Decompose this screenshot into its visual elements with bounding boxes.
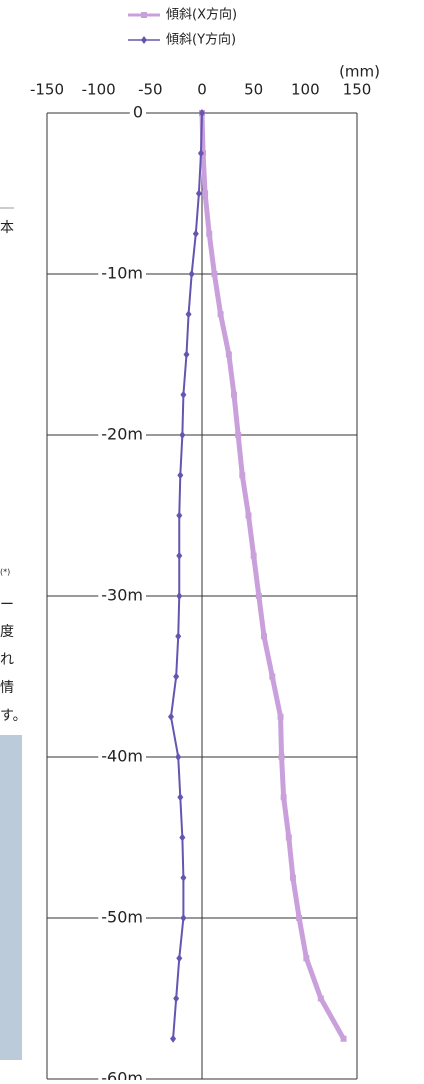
marker	[202, 190, 209, 197]
marker	[176, 551, 183, 560]
x-tick-label: 100	[291, 81, 320, 99]
marker	[231, 391, 238, 398]
marker	[285, 834, 292, 841]
legend-marker	[141, 36, 147, 44]
marker	[245, 512, 252, 519]
marker	[177, 471, 184, 480]
side-text: 度	[0, 624, 14, 640]
marker	[289, 874, 296, 881]
x-tick-label: 50	[244, 81, 263, 99]
label-bg	[98, 585, 146, 605]
x-tick-label: -150	[30, 81, 64, 99]
label-bg	[98, 746, 146, 766]
side-text: (*)	[0, 568, 10, 577]
marker	[173, 994, 180, 1003]
marker	[195, 189, 202, 198]
marker	[269, 673, 276, 680]
marker	[180, 914, 187, 922]
side-text: れ	[0, 652, 14, 668]
label-bg	[98, 424, 146, 444]
marker	[168, 712, 174, 721]
label-bg	[98, 263, 146, 283]
marker	[188, 270, 195, 278]
legend-marker	[141, 12, 147, 18]
marker	[239, 472, 246, 479]
marker	[206, 230, 213, 237]
marker	[235, 432, 242, 438]
marker	[185, 310, 192, 319]
side-text: 情	[0, 680, 14, 696]
marker	[175, 753, 182, 761]
y-tick-label: -60m	[101, 1069, 143, 1081]
marker	[225, 351, 232, 358]
marker	[317, 995, 324, 1002]
marker	[173, 672, 180, 681]
marker	[197, 149, 204, 158]
label-bg	[129, 102, 146, 122]
marker	[180, 873, 187, 882]
label-bg	[98, 907, 146, 927]
marker	[217, 311, 224, 318]
x-tick-label: -100	[82, 81, 116, 99]
marker	[175, 632, 182, 641]
marker	[211, 271, 218, 277]
marker	[261, 633, 267, 640]
x-tick-label: -50	[138, 81, 163, 99]
y-tick-label: -50m	[101, 908, 143, 927]
x-tick-label: 0	[197, 81, 207, 99]
marker	[250, 552, 257, 559]
marker	[183, 350, 190, 359]
marker	[176, 511, 183, 520]
y-tick-label: -20m	[101, 425, 143, 444]
marker	[179, 833, 186, 842]
marker	[280, 794, 287, 801]
marker	[303, 955, 310, 962]
marker	[278, 754, 285, 760]
y-tick-label: 0	[133, 103, 143, 122]
marker	[192, 229, 199, 238]
marker	[277, 713, 284, 720]
x-tick-label: 150	[343, 81, 372, 99]
marker	[296, 915, 303, 921]
marker	[170, 1034, 177, 1043]
series-line	[199, 112, 346, 1040]
side-text: 本	[0, 220, 14, 236]
marker	[340, 1035, 347, 1042]
marker	[179, 431, 186, 439]
marker	[180, 390, 187, 399]
series-line	[169, 112, 203, 1039]
photo-fragment	[0, 735, 22, 1060]
y-tick-label: -40m	[101, 747, 143, 766]
legend-label: 傾斜(Y方向)	[166, 32, 236, 48]
side-text: ー	[0, 597, 14, 613]
y-tick-label: -30m	[101, 586, 143, 605]
marker	[199, 109, 205, 117]
y-tick-label: -10m	[101, 264, 143, 283]
legend-label: 傾斜(X方向)	[166, 7, 237, 23]
marker	[176, 592, 183, 600]
marker	[176, 954, 183, 963]
unit-label: (mm)	[339, 63, 380, 81]
marker	[255, 593, 262, 599]
side-text: す。	[0, 708, 27, 724]
marker	[177, 793, 184, 802]
